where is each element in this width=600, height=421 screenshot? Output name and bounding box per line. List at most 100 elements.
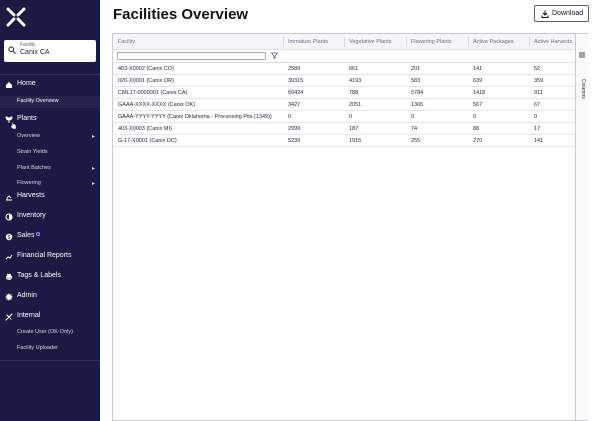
chevron-right-icon: ▸ xyxy=(92,166,96,172)
cell-vegetative-plants: 187 xyxy=(349,126,359,132)
sidebar-item-facility-uploader[interactable]: Facility Uploader xyxy=(0,343,100,355)
nav-item-label: Admin xyxy=(17,292,37,299)
nav-item-label: Harvests xyxy=(17,192,45,199)
cell-flowering-plants: 255 xyxy=(411,138,421,144)
cell-immature-plants: 2999 xyxy=(288,126,301,132)
column-separator[interactable] xyxy=(283,37,284,47)
notification-badge xyxy=(36,232,40,236)
cell-immature-plants: 3427 xyxy=(288,102,301,108)
cell-facility: GAAA-XXXX-XXXX (Canix OK) xyxy=(118,102,196,108)
cell-active-packages: 567 xyxy=(473,102,483,108)
cell-vegetative-plants: 1915 xyxy=(349,138,362,144)
cell-active-harvests: 911 xyxy=(534,90,543,96)
facilities-grid: Facility Immature Plants Vegetative Plan… xyxy=(112,33,588,421)
cell-active-harvests: 359 xyxy=(534,78,544,84)
cell-vegetative-plants: 661 xyxy=(349,66,359,72)
cell-vegetative-plants: 0 xyxy=(349,114,353,120)
download-button[interactable]: Download xyxy=(534,5,589,22)
table-row[interactable]: GAAA-YYYY-YYYY (Canix Oklahoma - Process… xyxy=(113,111,575,123)
column-separator[interactable] xyxy=(344,37,345,47)
sidebar-item-label: Facility Overview xyxy=(17,98,59,104)
canix-logo-icon[interactable] xyxy=(6,7,26,27)
cell-immature-plants: 0 xyxy=(288,114,292,120)
facility-filter-input[interactable] xyxy=(117,52,266,60)
cell-immature-plants: 5239 xyxy=(288,138,301,144)
nav-item-tags-labels[interactable]: Tags & Labels xyxy=(0,270,100,284)
cell-active-packages: 88 xyxy=(473,126,480,132)
cell-facility: CML17-0000001 (Canix CA) xyxy=(118,90,188,96)
nav-item-financial-reports[interactable]: Financial Reports xyxy=(0,250,100,264)
column-header-immature-plants[interactable]: Immature Plants xyxy=(288,39,329,45)
svg-text:$: $ xyxy=(8,235,11,241)
sidebar-item-strain-yields[interactable]: Strain Yields xyxy=(0,147,100,159)
cell-immature-plants: 2589 xyxy=(288,66,301,72)
cell-flowering-plants: 74 xyxy=(411,126,418,132)
plant-icon xyxy=(5,116,13,123)
dollar-icon: $ xyxy=(5,233,13,241)
column-separator[interactable] xyxy=(529,37,530,47)
sidebar-item-flowering[interactable]: Flowering ▸ xyxy=(0,178,100,190)
sidebar-item-overview[interactable]: Overview ▸ xyxy=(0,131,100,143)
tools-icon xyxy=(5,313,13,321)
chevron-right-icon: ▸ xyxy=(92,134,96,140)
filter-row xyxy=(113,50,575,63)
table-row[interactable]: 020-X0001 (Canix OR) 30315 4193 583 639 359 xyxy=(113,75,575,87)
sidebar-item-facility-overview[interactable]: Facility Overview xyxy=(0,96,100,108)
cell-active-packages: 270 xyxy=(473,138,483,144)
columns-icon xyxy=(579,52,585,58)
column-separator[interactable] xyxy=(468,37,469,47)
cell-active-harvests: 17 xyxy=(534,126,541,132)
column-header-facility[interactable]: Facility xyxy=(118,39,136,45)
nav-item-admin[interactable]: Admin xyxy=(0,290,100,304)
cell-vegetative-plants: 788 xyxy=(349,90,359,96)
sidebar-item-label: Plant Batches xyxy=(17,165,51,171)
cell-vegetative-plants: 2051 xyxy=(349,102,362,108)
cell-flowering-plants: 5784 xyxy=(411,90,424,96)
sidebar-item-create-user[interactable]: Create User (OK-Only) xyxy=(0,327,100,339)
cell-active-harvests: 0 xyxy=(534,114,538,120)
nav-item-sales[interactable]: $ Sales xyxy=(0,230,100,244)
filter-icon[interactable] xyxy=(271,52,278,59)
facility-selector-label: Facility xyxy=(20,42,36,48)
nav-item-plants[interactable]: Plants xyxy=(0,113,100,127)
nav-item-label: Plants xyxy=(17,115,37,122)
columns-panel-label: Columns xyxy=(580,79,586,99)
cell-facility: 403-X0003 (Canix MI) xyxy=(118,126,172,132)
column-header-active-packages[interactable]: Active Packages xyxy=(473,39,514,45)
chevron-right-icon: ▸ xyxy=(92,181,96,187)
page-title: Facilities Overview xyxy=(113,6,249,23)
cell-active-harvests: 52 xyxy=(534,66,541,72)
column-separator[interactable] xyxy=(406,37,407,47)
nav-item-home[interactable]: Home xyxy=(0,78,100,92)
nav-item-harvests[interactable]: Harvests xyxy=(0,190,100,204)
table-row[interactable]: 403-X0002 (Canix CO) 2589 661 201 141 52 xyxy=(113,63,575,75)
column-header-flowering-plants[interactable]: Flowering Plants xyxy=(411,39,452,45)
columns-panel-toggle[interactable]: Columns xyxy=(575,34,588,420)
sidebar-item-label: Facility Uploader xyxy=(17,345,58,351)
download-button-label: Download xyxy=(552,10,584,17)
cell-flowering-plants: 1365 xyxy=(411,102,424,108)
sidebar-item-plant-batches[interactable]: Plant Batches ▸ xyxy=(0,163,100,175)
cell-active-harvests: 67 xyxy=(534,102,541,108)
sidebar-item-label: Flowering xyxy=(17,180,41,186)
cell-active-packages: 0 xyxy=(473,114,477,120)
cell-facility: 020-X0001 (Canix OR) xyxy=(118,78,174,84)
nav-item-label: Inventory xyxy=(17,212,46,219)
nav-item-internal[interactable]: Internal xyxy=(0,310,100,324)
table-row[interactable]: G-17-X0001 (Canix DC) 5239 1915 255 270 141 xyxy=(113,135,575,147)
table-row[interactable]: CML17-0000001 (Canix CA) 60424 788 5784 1418… xyxy=(113,87,575,99)
nav-item-label: Internal xyxy=(17,312,41,319)
facility-selector[interactable]: Facility Canix CA xyxy=(4,40,96,62)
nav-item-inventory[interactable]: Inventory xyxy=(0,210,100,224)
column-header-vegetative-plants[interactable]: Vegetative Plants xyxy=(349,39,392,45)
table-row[interactable]: GAAA-XXXX-XXXX (Canix OK) 3427 2051 1365 567… xyxy=(113,99,575,111)
grid-header: Facility Immature Plants Vegetative Plan… xyxy=(113,34,575,50)
column-header-active-harvests[interactable]: Active Harvests xyxy=(534,39,573,45)
gear-icon xyxy=(5,293,13,301)
table-row[interactable]: 403-X0003 (Canix MI) 2999 187 74 88 17 xyxy=(113,123,575,135)
scale-icon xyxy=(6,195,12,201)
cell-active-packages: 1418 xyxy=(473,90,486,96)
facility-selector-value: Canix CA xyxy=(20,49,50,56)
sidebar-item-label: Strain Yields xyxy=(17,149,48,155)
nav-item-label: Financial Reports xyxy=(17,252,72,259)
